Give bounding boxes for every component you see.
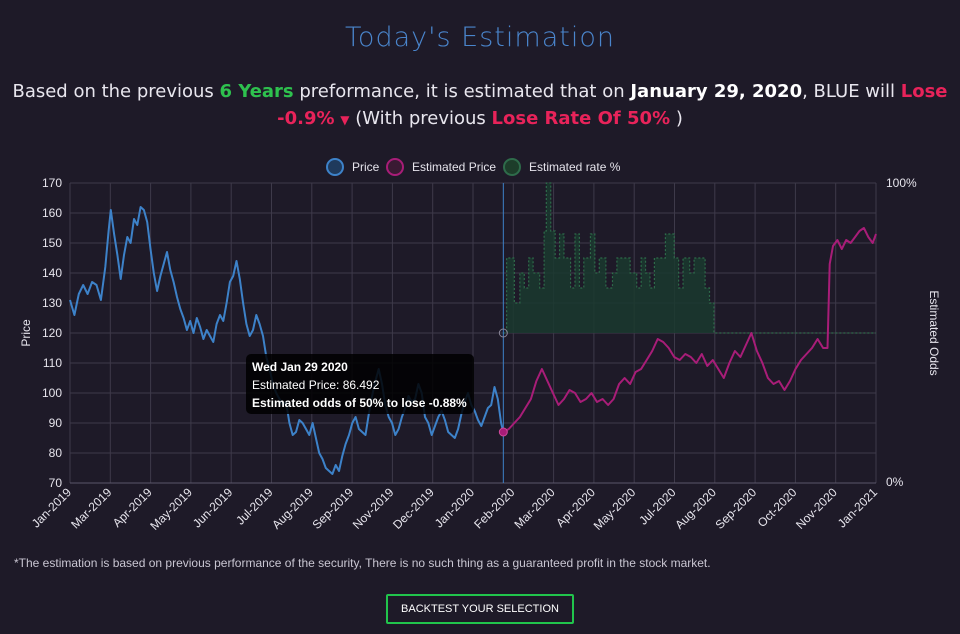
x-tick-label: Nov-2019 (350, 485, 397, 532)
x-tick-label: Dec-2019 (390, 485, 437, 532)
summary-text-3: , BLUE will (802, 81, 901, 102)
legend-rate-swatch[interactable] (503, 158, 521, 176)
x-tick-label: Jan-2020 (432, 485, 478, 531)
y-tick-label: 90 (49, 416, 63, 430)
x-tick-label: May-2020 (591, 485, 639, 533)
estimated-series (502, 227, 877, 433)
x-tick-label: Sep-2020 (713, 485, 760, 532)
x-tick-label: Feb-2020 (471, 485, 517, 531)
x-axis-labels: Jan-2019Mar-2019Apr-2019May-2019Jun-2019… (29, 485, 881, 533)
y2-axis-title: Estimated Odds (927, 290, 941, 375)
page-title: Today's Estimation (345, 22, 615, 53)
y-tick-label: 170 (42, 176, 62, 190)
rate-line (503, 182, 876, 334)
y-tick-label: 70 (49, 476, 63, 490)
y-axis-labels: 70 80 90 100 110 120 130 140 150 160 170 (42, 176, 62, 490)
lose-rate: Lose Rate Of 50% (491, 108, 671, 129)
x-tick-label: Mar-2020 (512, 485, 558, 531)
summary-text-4: (With previous (349, 108, 492, 129)
x-tick-label: Sep-2019 (310, 485, 357, 532)
chart-grid (69, 182, 877, 484)
y-tick-label: 150 (42, 236, 62, 250)
y-tick-label: 160 (42, 206, 62, 220)
rate-series (503, 182, 876, 334)
legend-estimated-label[interactable]: Estimated Price (412, 160, 496, 174)
y-tick-label: 120 (42, 326, 62, 340)
x-tick-label: May-2019 (147, 485, 195, 533)
backtest-button[interactable]: BACKTEST YOUR SELECTION (386, 594, 574, 624)
estimation-outcome: Lose -0.9% (277, 81, 948, 129)
x-tick-label: Aug-2020 (672, 485, 719, 532)
summary-text-1: Based on the previous (12, 81, 220, 102)
y-tick-label: 110 (43, 356, 62, 370)
y-tick-label: 100 (42, 386, 62, 400)
x-tick-label: Mar-2019 (68, 485, 114, 531)
price-series (69, 206, 505, 475)
y-tick-label: 130 (42, 296, 62, 310)
legend-estimated-swatch[interactable] (386, 158, 404, 176)
chart-legend: Price Estimated Price Estimated rate % (326, 158, 621, 176)
tooltip-price: Estimated Price: 86.492 (252, 378, 380, 392)
x-tick-label: Aug-2019 (269, 485, 316, 532)
legend-price-swatch[interactable] (326, 158, 344, 176)
y-tick-label: 80 (49, 446, 63, 460)
years-highlight: 6 Years (219, 81, 294, 102)
rate-point (498, 328, 508, 338)
estimation-summary: Based on the previous 6 Years preformanc… (10, 78, 950, 134)
chart-tooltip: Wed Jan 29 2020 Estimated Price: 86.492 … (246, 354, 474, 414)
disclaimer-text: *The estimation is based on previous per… (14, 556, 711, 570)
x-tick-label: Jun-2019 (190, 485, 236, 531)
y-tick-label: 140 (42, 266, 62, 280)
tooltip-title: Wed Jan 29 2020 (252, 360, 348, 374)
price-chart[interactable]: Price Estimated Price Estimated rate % 7… (0, 0, 960, 560)
summary-text-2: preformance, it is estimated that on (293, 81, 631, 102)
x-tick-label: Jan-2019 (29, 485, 75, 531)
caret-down-icon: ▼ (340, 113, 350, 127)
y-axis-title: Price (19, 319, 33, 347)
legend-price-label[interactable]: Price (352, 160, 380, 174)
y2-tick-top: 100% (886, 176, 917, 190)
summary-text-5: ) (670, 108, 683, 129)
x-tick-label: Nov-2020 (793, 485, 840, 532)
estimated-price-line (502, 227, 877, 433)
estimation-date: January 29, 2020 (630, 81, 803, 102)
estimate-marker (498, 183, 508, 483)
estimated-point (498, 427, 508, 437)
price-line (69, 206, 505, 475)
legend-rate-label[interactable]: Estimated rate % (529, 160, 621, 174)
tooltip-odds: Estimated odds of 50% to lose -0.88% (252, 396, 467, 410)
y2-tick-bottom: 0% (886, 475, 904, 489)
x-tick-label: Jan-2021 (835, 485, 881, 531)
